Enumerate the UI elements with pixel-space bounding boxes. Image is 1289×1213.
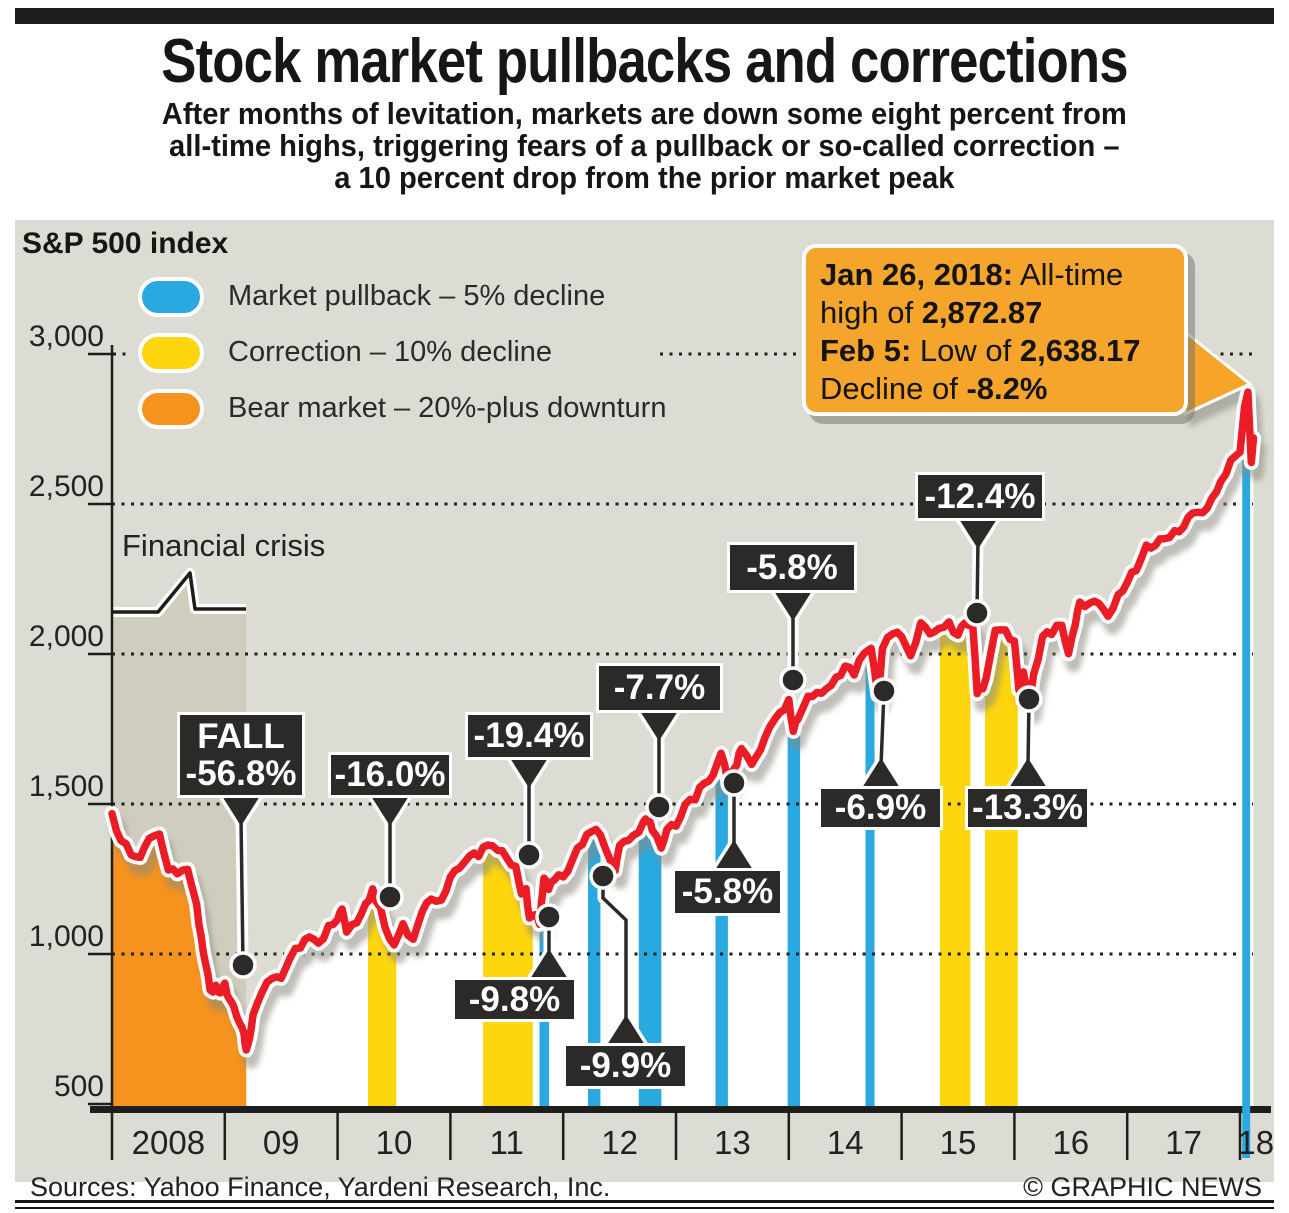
decline-label-box: -5.8% [727, 542, 857, 593]
decline-label-box: -13.3% [965, 786, 1090, 830]
annotation-dot [376, 883, 404, 911]
financial-crisis-region [112, 573, 247, 1050]
y-tick-label: 1,000 [28, 920, 104, 953]
record-high-callout: Jan 26, 2018: All-time high of 2,872.87 Fe… [802, 244, 1188, 416]
callout-text: high of [820, 295, 922, 330]
decline-label-box: -5.8% [672, 868, 783, 916]
pullback-swatch [138, 277, 204, 317]
page-subtitle: After months of levitation, markets are … [161, 96, 1128, 195]
legend-label: Correction – 10% decline [228, 336, 553, 368]
y-tick-label: 1,500 [28, 770, 104, 803]
y-tick-label: 3,000 [28, 320, 104, 353]
annotation-connectors [218, 515, 1051, 1049]
callout-text: All-time [1013, 257, 1124, 292]
callout-line: high of 2,872.87 [820, 294, 1184, 332]
legend-item-bear: Bear market – 20%-plus downturn [0, 389, 900, 429]
x-tick-label: 17 [1165, 1124, 1202, 1161]
annotation-dot [589, 862, 617, 890]
subtitle-wrap: After months of levitation, markets are … [0, 98, 1289, 194]
top-black-bar [15, 8, 1274, 24]
x-tick-label: 09 [262, 1124, 300, 1161]
legend-label: Market pullback – 5% decline [228, 280, 606, 312]
callout-line: Jan 26, 2018: All-time [820, 256, 1184, 294]
annotation-dot [870, 677, 898, 705]
callout-text: Jan 26, 2018: [820, 257, 1014, 292]
callout-line: Decline of -8.2% [820, 370, 1184, 408]
x-tick-label: 10 [375, 1124, 413, 1161]
callout-text: Low of [911, 333, 1020, 368]
x-tick-label: 14 [826, 1124, 864, 1161]
price-line [104, 384, 1261, 1058]
decline-label-box: -19.4% [465, 712, 593, 760]
annotation-dot [645, 793, 673, 821]
bear-swatch [138, 389, 204, 429]
annotation-dot [515, 841, 543, 869]
decline-label-box: FALL -56.8% [177, 712, 305, 798]
pullback-bar [865, 420, 875, 1106]
annotation-dot [963, 599, 991, 627]
annotation-dot [535, 903, 563, 931]
legend-item-pullback: Market pullback – 5% decline [0, 277, 900, 317]
financial-crisis-label: Financial crisis [122, 528, 326, 563]
x-tick-label: 12 [601, 1124, 638, 1161]
y-tick-label: 500 [53, 1070, 104, 1103]
chart-title: S&P 500 index [22, 227, 229, 260]
decline-label-box: -6.9% [818, 786, 943, 830]
bottom-double-rule [15, 1200, 1274, 1209]
sources-text: Sources: Yahoo Finance, Yardeni Research… [30, 1172, 611, 1202]
annotation-dot [779, 666, 807, 694]
axes [88, 345, 1271, 1160]
page-title: Stock market pullbacks and corrections [161, 27, 1128, 96]
decline-label-box: -7.7% [596, 663, 723, 713]
callout-text: Decline of [820, 371, 967, 406]
title-wrap: Stock market pullbacks and corrections [0, 26, 1289, 97]
y-tick-label: 2,000 [28, 620, 104, 653]
x-tick-label: 13 [714, 1124, 751, 1161]
decline-label-box: -12.4% [915, 472, 1045, 521]
callout-line: Feb 5: Low of 2,638.17 [820, 332, 1184, 370]
annotation-dot [720, 769, 748, 797]
correction-swatch [138, 333, 204, 373]
legend-label: Bear market – 20%-plus downturn [228, 392, 667, 424]
x-tick-label: 2008 [131, 1124, 206, 1161]
x-tick-label: 18 [1237, 1124, 1275, 1161]
legend-item-correction: Correction – 10% decline [0, 333, 900, 373]
y-tick-label: 2,500 [28, 470, 104, 503]
annotation-dot [229, 951, 257, 979]
callout-text: Feb 5: [820, 333, 912, 368]
x-tick-label: 15 [939, 1124, 977, 1161]
pullback-bar-2018 [1242, 442, 1251, 1158]
decline-label-box: -9.8% [452, 977, 577, 1022]
callout-text: -8.2% [966, 371, 1048, 406]
callout-text: 2,872.87 [921, 295, 1043, 330]
callout-text: 2,638.17 [1019, 333, 1141, 368]
annotation-dot [1015, 685, 1043, 713]
decline-label-box: -16.0% [328, 752, 452, 798]
credit-text: © GRAPHIC NEWS [1023, 1172, 1262, 1202]
x-tick-label: 16 [1052, 1124, 1090, 1161]
x-tick-label: 11 [489, 1124, 524, 1161]
decline-label-box: -9.9% [563, 1043, 688, 1089]
crisis-peak-edge [112, 571, 246, 614]
